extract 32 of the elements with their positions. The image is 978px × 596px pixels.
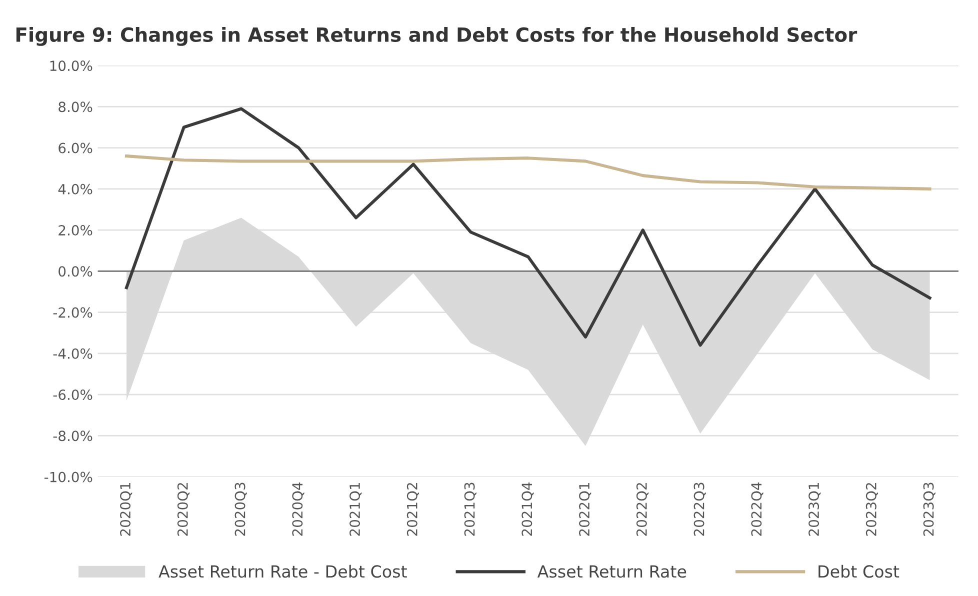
x-tick-label: 2021Q3 [464,482,476,536]
y-tick-label: -6.0% [53,390,92,400]
x-tick-label: 2021Q2 [406,483,419,536]
legend-label: Asset Return Rate - Debt Cost [158,564,407,578]
y-tick-label: -8.0% [53,430,92,442]
x-tick-label: 2020Q4 [292,482,304,536]
x-tick-label: 2022Q4 [751,482,764,536]
x-tick-label: 2023Q1 [808,482,821,536]
y-tick-label: -10.0% [44,472,92,482]
chart-title: Figure 9: Changes in Asset Returns and Debt Costs for the Household Sector [16,26,858,46]
y-tick-label: -2.0% [53,307,92,318]
x-tick-label: 2020Q2 [177,483,190,536]
y-tick-label: -4.0% [53,348,92,359]
y-tick-label: 4.0% [58,184,92,194]
x-tick-label: 2022Q3 [694,482,706,536]
x-tick-label: 2020Q1 [120,482,132,536]
x-tick-label: 2023Q2 [866,483,878,536]
legend-label: Debt Cost [818,564,900,578]
y-tick-label: 10.0% [50,60,92,72]
y-tick-label: 6.0% [58,142,92,154]
x-tick-label: 2021Q4 [522,482,534,536]
line-series [124,154,932,190]
x-tick-label: 2022Q1 [579,482,592,536]
y-tick-label: 0.0% [58,266,92,277]
x-tick-label: 2020Q3 [234,482,247,536]
x-tick-label: 2022Q2 [636,483,648,536]
line-series [124,107,932,347]
x-tick-label: 2023Q3 [923,482,936,536]
y-tick-label: 2.0% [58,225,92,236]
y-tick-label: 8.0% [58,102,92,112]
legend-label: Asset Return Rate [537,565,686,578]
x-tick-label: 2021Q1 [350,482,362,536]
